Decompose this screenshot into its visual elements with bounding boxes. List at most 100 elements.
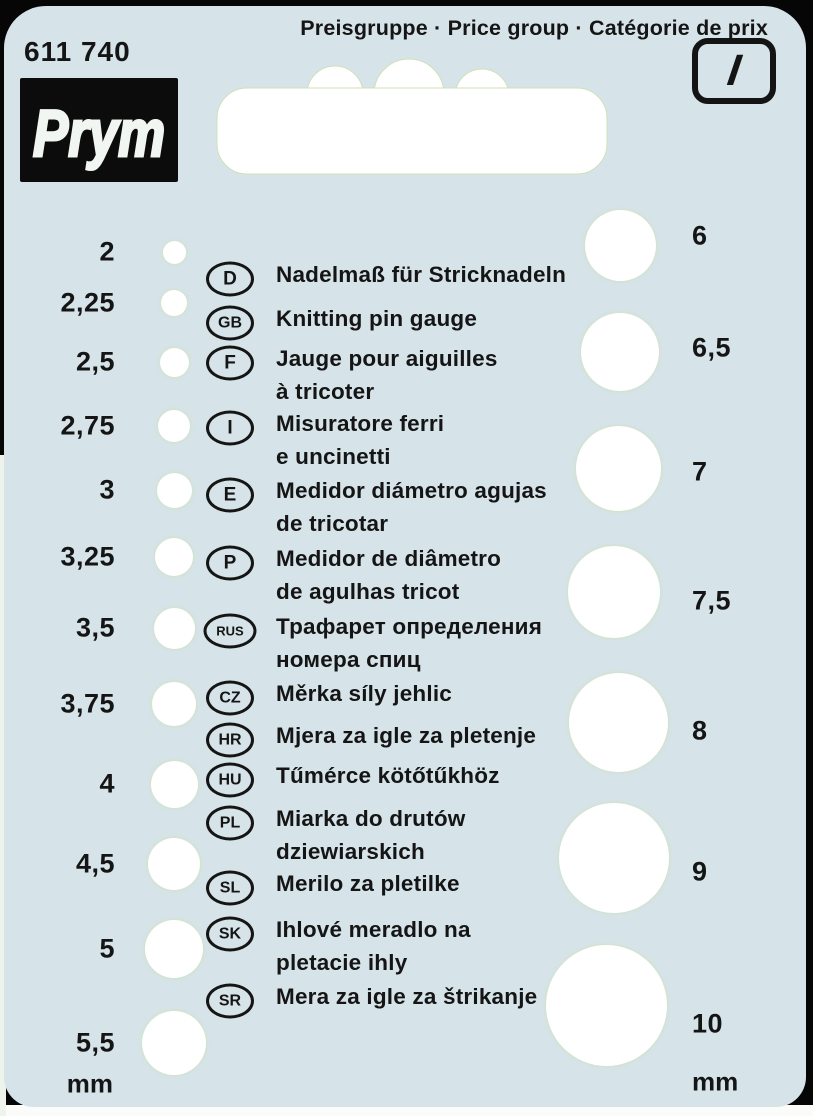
language-badge-p: P bbox=[206, 545, 254, 581]
language-code: GB bbox=[218, 314, 242, 331]
language-text-line: Mjera za igle za pletenje bbox=[276, 723, 537, 748]
language-badge-pl: PL bbox=[206, 805, 254, 841]
language-code: RUS bbox=[216, 623, 244, 639]
left-unit-label: mm bbox=[66, 1068, 113, 1099]
price-group-label: Preisgruppe · Price group · Catégorie de… bbox=[300, 16, 768, 40]
language-code: SK bbox=[218, 925, 242, 942]
gauge-hole-4mm bbox=[150, 760, 198, 808]
language-text-line: pletacie ihly bbox=[276, 950, 408, 975]
language-text-line: Medidor diámetro agujas bbox=[276, 478, 547, 503]
language-text-line: Misuratore ferri bbox=[276, 411, 445, 436]
language-text-line: Knitting pin gauge bbox=[276, 306, 478, 331]
language-badge-d: D bbox=[206, 261, 254, 297]
gauge-hole-7mm bbox=[575, 425, 661, 511]
language-code: CZ bbox=[219, 689, 241, 706]
language-badge-sk: SK bbox=[206, 916, 254, 952]
language-badge-sl: SL bbox=[206, 870, 254, 906]
size-label-2.5mm: 2,5 bbox=[75, 346, 115, 377]
needle-gauge-card: Preisgruppe · Price group · Catégorie de… bbox=[4, 6, 806, 1107]
language-code: SL bbox=[219, 879, 241, 896]
size-label-10mm: 10 bbox=[692, 1008, 724, 1039]
language-text-line: Mera za igle za štrikanje bbox=[276, 984, 538, 1009]
language-code: SR bbox=[218, 992, 242, 1009]
language-code: I bbox=[227, 417, 233, 438]
language-code: HR bbox=[218, 731, 242, 748]
language-badge-e: E bbox=[206, 477, 254, 513]
language-badge-sr: SR bbox=[206, 983, 254, 1019]
size-label-4mm: 4 bbox=[99, 768, 115, 799]
price-group-value: I bbox=[724, 46, 744, 95]
size-label-3.75mm: 3,75 bbox=[60, 688, 115, 719]
gauge-hole-8mm bbox=[568, 672, 668, 772]
size-label-2.25mm: 2,25 bbox=[60, 287, 115, 318]
language-code: HU bbox=[218, 771, 242, 788]
gauge-hole-10mm bbox=[545, 944, 667, 1066]
gauge-hole-3mm bbox=[156, 472, 192, 508]
language-text-line: Merilo za pletilke bbox=[276, 871, 460, 896]
gauge-hole-4.5mm bbox=[148, 838, 200, 890]
gauge-hole-6mm bbox=[584, 209, 656, 281]
language-text-line: номера спиц bbox=[276, 647, 421, 672]
language-badge-hu: HU bbox=[206, 762, 254, 798]
language-text-line: Miarka do drutów bbox=[276, 806, 466, 831]
size-label-6mm: 6 bbox=[692, 220, 708, 251]
language-code: D bbox=[223, 268, 237, 289]
size-label-3mm: 3 bbox=[99, 474, 115, 505]
size-label-4.5mm: 4,5 bbox=[75, 848, 115, 879]
size-label-7.5mm: 7,5 bbox=[692, 585, 732, 616]
size-label-3.5mm: 3,5 bbox=[75, 612, 115, 643]
right-unit-label: mm bbox=[692, 1066, 739, 1097]
size-label-2.75mm: 2,75 bbox=[60, 410, 115, 441]
article-number: 611 740 bbox=[24, 36, 131, 67]
gauge-hole-2mm bbox=[162, 240, 186, 264]
language-text-line: e uncinetti bbox=[276, 444, 391, 469]
gauge-hole-2.5mm bbox=[159, 347, 189, 377]
language-text-line: Трафарет определения bbox=[276, 614, 543, 639]
language-code: E bbox=[223, 484, 237, 505]
size-label-6.5mm: 6,5 bbox=[692, 332, 732, 363]
language-text-line: dziewiarskich bbox=[276, 839, 425, 864]
language-text-line: Tűmérce kötőtűkhöz bbox=[276, 763, 500, 788]
language-badge-gb: GB bbox=[206, 305, 254, 341]
svg-text:Prym: Prym bbox=[33, 96, 165, 170]
photo-background-bottom bbox=[0, 1105, 813, 1116]
language-badge-cz: CZ bbox=[206, 680, 254, 716]
language-text-line: de agulhas tricot bbox=[276, 579, 460, 604]
gauge-hole-2.75mm bbox=[158, 410, 190, 442]
gauge-hole-5.5mm bbox=[142, 1011, 206, 1075]
language-text-line: Medidor de diâmetro bbox=[276, 546, 502, 571]
size-label-3.25mm: 3,25 bbox=[60, 541, 115, 572]
gauge-hole-3.5mm bbox=[153, 607, 195, 649]
language-badge-hr: HR bbox=[206, 722, 254, 758]
gauge-hole-5mm bbox=[145, 920, 203, 978]
photo-background-left bbox=[0, 455, 6, 1116]
size-label-8mm: 8 bbox=[692, 715, 708, 746]
size-label-9mm: 9 bbox=[692, 856, 708, 887]
language-code: F bbox=[224, 352, 236, 373]
language-text-line: à tricoter bbox=[276, 379, 375, 404]
gauge-hole-6.5mm bbox=[581, 313, 659, 391]
hang-slot-cutout bbox=[216, 58, 608, 175]
gauge-hole-7.5mm bbox=[568, 546, 660, 638]
language-badge-rus: RUS bbox=[203, 613, 257, 649]
language-code: PL bbox=[219, 814, 241, 831]
gauge-hole-9mm bbox=[559, 803, 669, 913]
language-text-line: Nadelmaß für Stricknadeln bbox=[276, 262, 567, 287]
size-label-2mm: 2 bbox=[99, 236, 115, 267]
language-code: P bbox=[223, 552, 237, 573]
prym-logo: Prym bbox=[20, 78, 178, 182]
language-badge-i: I bbox=[206, 410, 254, 446]
gauge-hole-3.25mm bbox=[155, 538, 193, 576]
size-label-7mm: 7 bbox=[692, 456, 708, 487]
language-text-line: Měrka síly jehlic bbox=[276, 681, 452, 706]
language-text-line: Ihlové meradlo na bbox=[276, 917, 471, 942]
price-group-badge: I bbox=[692, 38, 776, 104]
language-text-line: de tricotar bbox=[276, 511, 389, 536]
gauge-hole-2.25mm bbox=[161, 290, 187, 316]
language-text-line: Jauge pour aiguilles bbox=[276, 346, 498, 371]
size-label-5.5mm: 5,5 bbox=[75, 1027, 115, 1058]
prym-logo-wordmark: Prym bbox=[32, 95, 167, 172]
size-label-5mm: 5 bbox=[99, 933, 115, 964]
gauge-hole-3.75mm bbox=[152, 682, 196, 726]
language-badge-f: F bbox=[206, 345, 254, 381]
